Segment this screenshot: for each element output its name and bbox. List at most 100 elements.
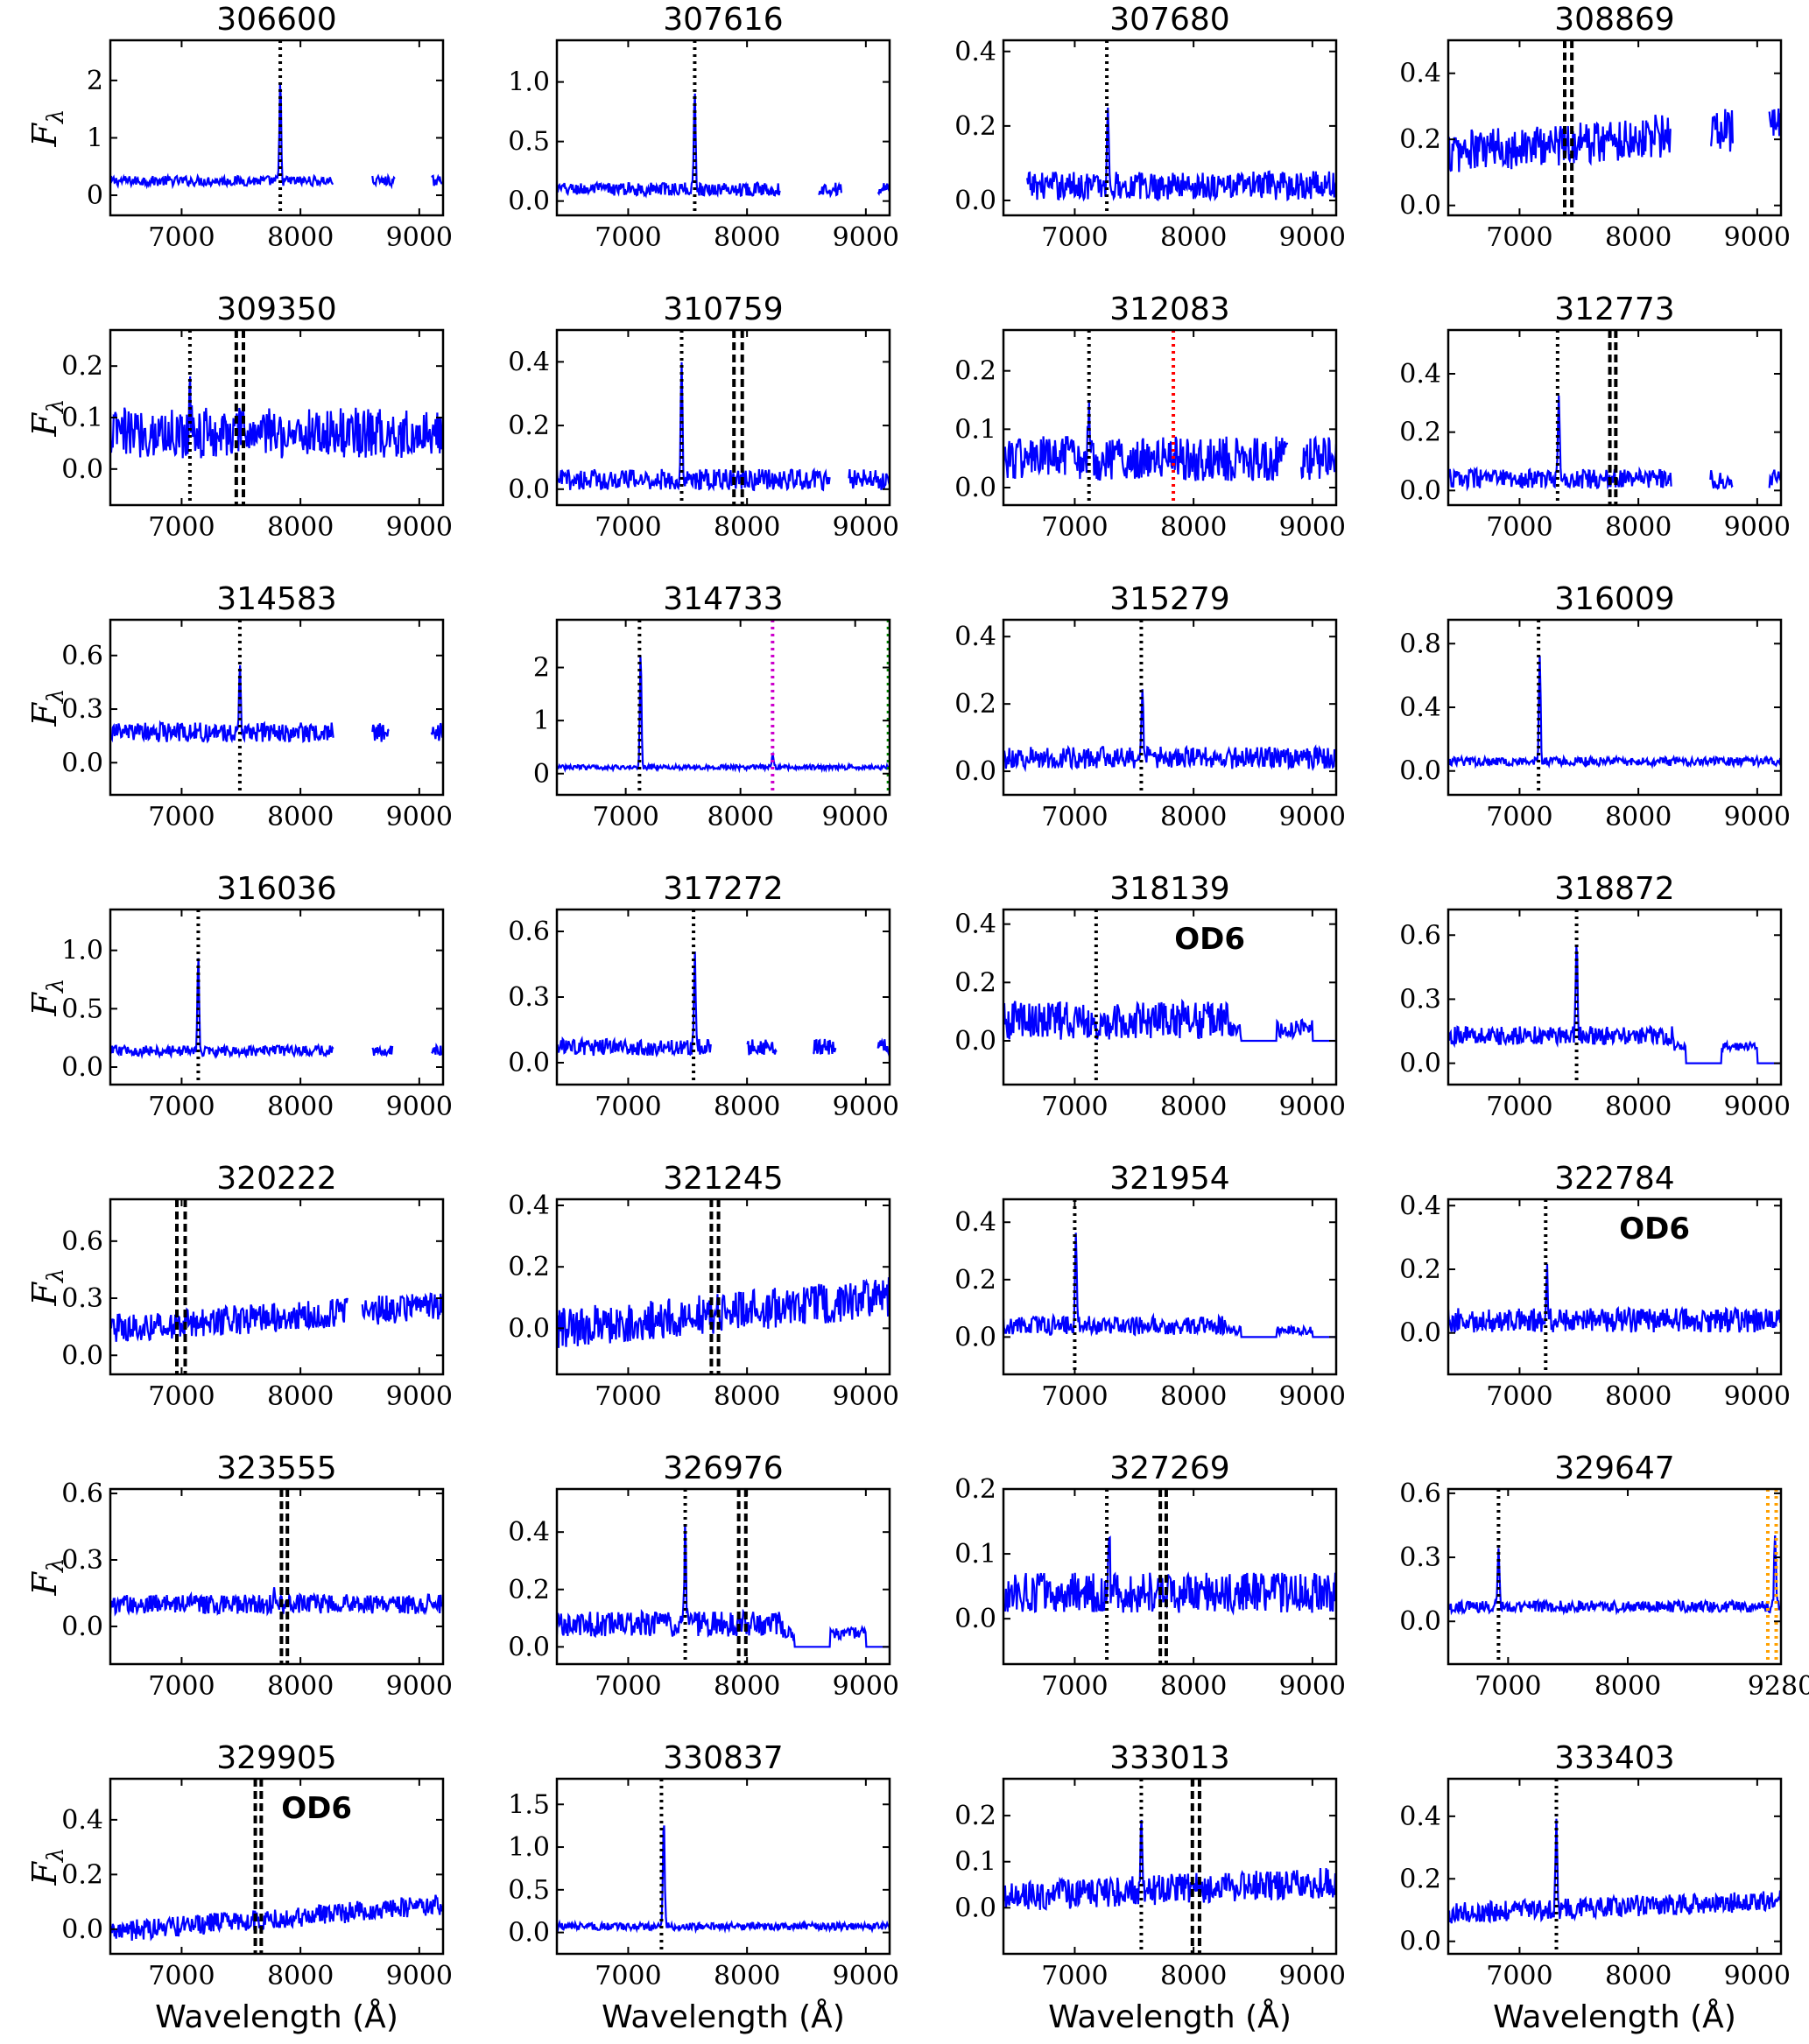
y-tick-label: 0.0	[61, 454, 103, 485]
spectrum-panel-329905: 329905 7000 8000 9000 0.0 0.2 0.4 OD6 Fλ Waveleng…	[25, 1740, 453, 2035]
spectrum-panel-323555: 323555 7000 8000 9000 0.0 0.3 0.6 Fλ	[25, 1450, 453, 1702]
y-tick-label: 1	[87, 123, 103, 153]
y-tick-label: 0.0	[1399, 1606, 1441, 1637]
y-tick-label: 0.0	[61, 1612, 103, 1642]
x-tick-label: 8000	[1160, 512, 1227, 543]
y-tick-label: 0.1	[954, 1539, 996, 1570]
y-tick-label: 0.4	[508, 1517, 550, 1548]
x-tick-label: 8000	[1160, 802, 1227, 832]
panel-title: 310759	[663, 291, 783, 327]
y-tick-label: 0.0	[508, 1918, 550, 1949]
spectrum-panel-316009: 316009 7000 8000 9000 0.0 0.4 0.8	[1399, 581, 1791, 832]
spectrum-line	[557, 951, 890, 1058]
y-tick-label: 0.2	[1399, 1864, 1441, 1894]
spectrum-panel-330837: 330837 7000 8000 9000 0.0 0.5 1.0 1.5 Wavelength…	[508, 1740, 899, 2035]
panel-title: 315279	[1109, 581, 1229, 617]
x-tick-label: 7000	[1486, 1381, 1552, 1412]
y-tick-label: 0.0	[954, 186, 996, 216]
y-tick-label: 0.0	[508, 1313, 550, 1344]
spectrum-panel-309350: 309350 7000 8000 9000 0.0 0.1 0.2 Fλ	[25, 291, 453, 543]
spectrum-line	[110, 1587, 443, 1617]
y-tick-label: 0.4	[1399, 692, 1441, 723]
y-axis-label: Fλ	[25, 1268, 69, 1307]
x-tick-label: 9280	[1748, 1671, 1809, 1702]
y-tick-label: 0.0	[1399, 475, 1441, 506]
x-tick-label: 9000	[386, 1961, 453, 1991]
panel-frame	[109, 1487, 445, 1666]
x-tick-label: 8000	[1605, 512, 1672, 543]
x-axis-label: Wavelength (Å)	[1048, 1998, 1292, 2035]
spectrum-line	[1003, 998, 1336, 1043]
y-axis-label: Fλ	[25, 979, 69, 1017]
spectrum-line	[110, 376, 443, 459]
panel-frame	[555, 1777, 891, 1956]
x-tick-label: 7000	[1041, 1381, 1108, 1412]
panel-title: 330837	[663, 1740, 783, 1776]
panel-frame	[555, 328, 891, 507]
y-tick-label: 0.2	[508, 1252, 550, 1282]
panel-frame	[109, 1777, 445, 1956]
x-tick-label: 8000	[1160, 1092, 1227, 1122]
x-tick-label: 7000	[1486, 1092, 1552, 1122]
panel-title: 312083	[1109, 291, 1229, 327]
spectrum-panel-333403: 333403 7000 8000 9000 0.0 0.2 0.4 Wavelength (Å…	[1399, 1740, 1791, 2035]
panel-title: 329647	[1554, 1450, 1674, 1486]
y-axis-label: Fλ	[25, 1848, 69, 1886]
x-tick-label: 8000	[1605, 1961, 1672, 1991]
spectrum-line	[1448, 1263, 1781, 1333]
spectrum-line	[1026, 107, 1336, 202]
x-tick-label: 8000	[714, 1671, 780, 1702]
panel-frame	[1446, 618, 1783, 797]
x-tick-label: 7000	[595, 1961, 661, 1991]
x-axis-label: Wavelength (Å)	[1493, 1998, 1736, 2035]
y-tick-label: 0.2	[954, 1474, 996, 1505]
y-axis-label: Fλ	[25, 689, 69, 727]
y-tick-label: 0.2	[1399, 124, 1441, 155]
spectrum-panel-333013: 333013 7000 8000 9000 0.0 0.1 0.2 Wavelength (Å…	[954, 1740, 1346, 2035]
spectrum-line	[110, 664, 443, 744]
panel-title: 308869	[1554, 2, 1674, 38]
spectrum-line	[1003, 1535, 1336, 1616]
spectrum-panel-312083: 312083 7000 8000 9000 0.0 0.1 0.2	[954, 291, 1346, 543]
y-tick-label: 0.0	[61, 1340, 103, 1371]
spectrum-line	[1448, 1818, 1781, 1924]
y-tick-label: 0.4	[954, 910, 996, 940]
y-tick-label: 0.4	[954, 622, 996, 652]
x-tick-label: 9000	[1279, 802, 1346, 832]
x-tick-label: 9000	[386, 222, 453, 253]
y-tick-label: 0.4	[508, 347, 550, 377]
x-tick-label: 8000	[1605, 802, 1672, 832]
panel-frame	[109, 908, 445, 1086]
y-tick-label: 0.1	[61, 403, 103, 433]
x-tick-label: 9000	[386, 1092, 453, 1122]
spectrum-panel-316036: 316036 7000 8000 9000 0.0 0.5 1.0 Fλ	[25, 871, 453, 1122]
y-tick-label: 0.0	[508, 1632, 550, 1662]
spectrum-panel-322784: 322784 7000 8000 9000 0.0 0.2 0.4 OD6	[1399, 1161, 1791, 1412]
x-tick-label: 7000	[595, 1671, 661, 1702]
x-tick-label: 9000	[1279, 1092, 1346, 1122]
spectrum-panel-307616: 307616 7000 8000 9000 0.0 0.5 1.0	[508, 2, 899, 253]
x-tick-label: 8000	[267, 1092, 334, 1122]
x-tick-label: 7000	[595, 222, 661, 253]
panel-title: 309350	[216, 291, 336, 327]
x-tick-label: 7000	[148, 802, 215, 832]
spectrum-line	[1448, 656, 1781, 769]
y-axis-label: Fλ	[25, 109, 69, 148]
x-tick-label: 7000	[148, 1381, 215, 1412]
y-tick-label: 0	[533, 759, 550, 790]
spectrum-panel-314583: 314583 7000 8000 9000 0.0 0.3 0.6 Fλ	[25, 581, 453, 832]
panel-title: 329905	[216, 1740, 336, 1776]
y-tick-label: 0.0	[954, 1026, 996, 1057]
x-tick-label: 8000	[714, 512, 780, 543]
y-tick-label: 0.2	[954, 111, 996, 142]
x-tick-label: 8000	[714, 1092, 780, 1122]
x-tick-label: 7000	[595, 512, 661, 543]
x-tick-label: 7000	[1041, 1671, 1108, 1702]
x-tick-label: 9000	[1724, 1381, 1791, 1412]
y-tick-label: 0.0	[1399, 1318, 1441, 1349]
panel-title: 318139	[1109, 871, 1229, 907]
y-tick-label: 0.4	[508, 1191, 550, 1221]
x-tick-label: 8000	[267, 222, 334, 253]
panel-frame	[555, 618, 891, 797]
